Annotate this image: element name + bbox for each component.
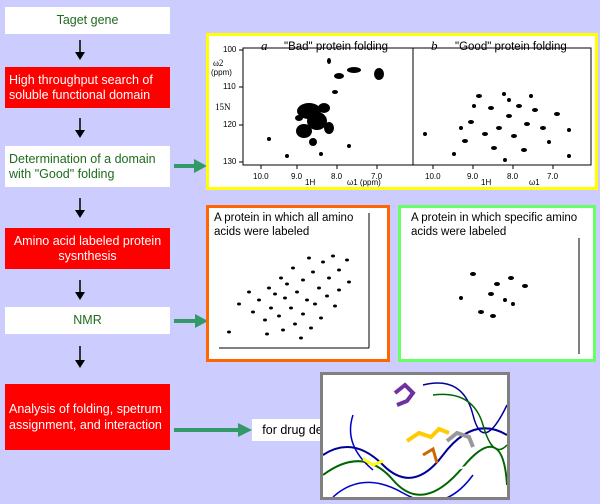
- specific-labeled-peaks: [459, 272, 528, 318]
- spectra-comparison-plot: [239, 47, 592, 169]
- x-tick-b-9: 9.0: [467, 172, 479, 181]
- y-tick-100: 100: [223, 45, 237, 54]
- green-arrow-to-nmr-spectra: [174, 314, 208, 328]
- green-arrow-to-spectra: [174, 159, 207, 173]
- flow-step-nmr: NMR: [5, 307, 170, 334]
- panel-a-title: "Bad" protein folding: [284, 41, 389, 53]
- x-tick-b-8: 8.0: [507, 172, 519, 181]
- specific-labeled-caption: A protein in which specific amino acids …: [411, 212, 578, 238]
- x-tick-a-9: 9.0: [291, 172, 303, 181]
- protein-structure-panel: [320, 372, 510, 502]
- bad-folding-peaks: [267, 58, 384, 158]
- all-labeled-spectrum-panel: A protein in which all amino acids were …: [206, 205, 390, 362]
- x-tick-a-8: 8.0: [331, 172, 343, 181]
- flow-step-labeled-synthesis: Amino acid labeled protein sysnthesis: [5, 228, 170, 269]
- axis-w1-label-a: ω1 (ppm): [347, 178, 381, 187]
- down-arrow-2: [75, 118, 85, 138]
- panel-a-letter: a: [261, 38, 268, 53]
- protein-structure-illustration: [322, 382, 508, 502]
- flow-step-analysis-label: Analysis of folding, spetrum assignment,…: [9, 402, 162, 432]
- all-labeled-plot: [219, 213, 370, 349]
- axis-w2-label: ω2: [213, 58, 224, 68]
- flow-step-good-folding: Determination of a domain with "Good" fo…: [5, 146, 170, 187]
- x-tick-b-7: 7.0: [547, 172, 559, 181]
- y-tick-120: 120: [223, 120, 237, 129]
- x-tick-a-7: 7.0: [371, 172, 383, 181]
- y-tick-110: 110: [223, 82, 236, 91]
- specific-labeled-plot: [459, 238, 580, 354]
- flow-step-high-throughput-label: High throughput search of soluble functi…: [9, 72, 153, 102]
- green-arrow-to-drug: [174, 423, 252, 437]
- axis-ppm-label: (ppm): [211, 68, 232, 77]
- down-arrow-3: [75, 198, 85, 218]
- all-labeled-caption: A protein in which all amino acids were …: [214, 211, 364, 239]
- down-arrow-1: [75, 40, 85, 60]
- panel-b-letter: b: [431, 38, 438, 53]
- axis-1h-label-a: 1H: [305, 178, 316, 187]
- all-labeled-peaks: [227, 254, 351, 340]
- flow-step-good-folding-label: Determination of a domain with "Good" fo…: [9, 151, 156, 181]
- flow-step-analysis: Analysis of folding, spetrum assignment,…: [5, 384, 170, 450]
- flow-step-target-gene: Taget gene: [5, 7, 170, 34]
- good-folding-peaks: [423, 92, 571, 162]
- x-tick-a-10: 10.0: [253, 172, 269, 181]
- specific-labeled-spectrum-panel: A protein in which specific amino acids …: [398, 205, 596, 362]
- down-arrow-4: [75, 280, 85, 300]
- down-arrow-5: [75, 346, 85, 368]
- axis-w1-label-b: ω1: [529, 178, 540, 187]
- flow-step-high-throughput: High throughput search of soluble functi…: [5, 67, 170, 108]
- flow-step-target-gene-label: Taget gene: [56, 13, 119, 27]
- flow-step-labeled-synthesis-label: Amino acid labeled protein sysnthesis: [13, 233, 162, 263]
- x-tick-b-10: 10.0: [425, 172, 441, 181]
- spectra-comparison-panel: a "Bad" protein folding b "Good" protein…: [206, 33, 598, 190]
- axis-1h-label-b: 1H: [481, 178, 492, 187]
- panel-b-title: "Good" protein folding: [455, 41, 567, 53]
- flow-step-nmr-label: NMR: [73, 313, 102, 327]
- y-tick-130: 130: [223, 157, 237, 166]
- axis-15n-label: 15N: [215, 102, 231, 112]
